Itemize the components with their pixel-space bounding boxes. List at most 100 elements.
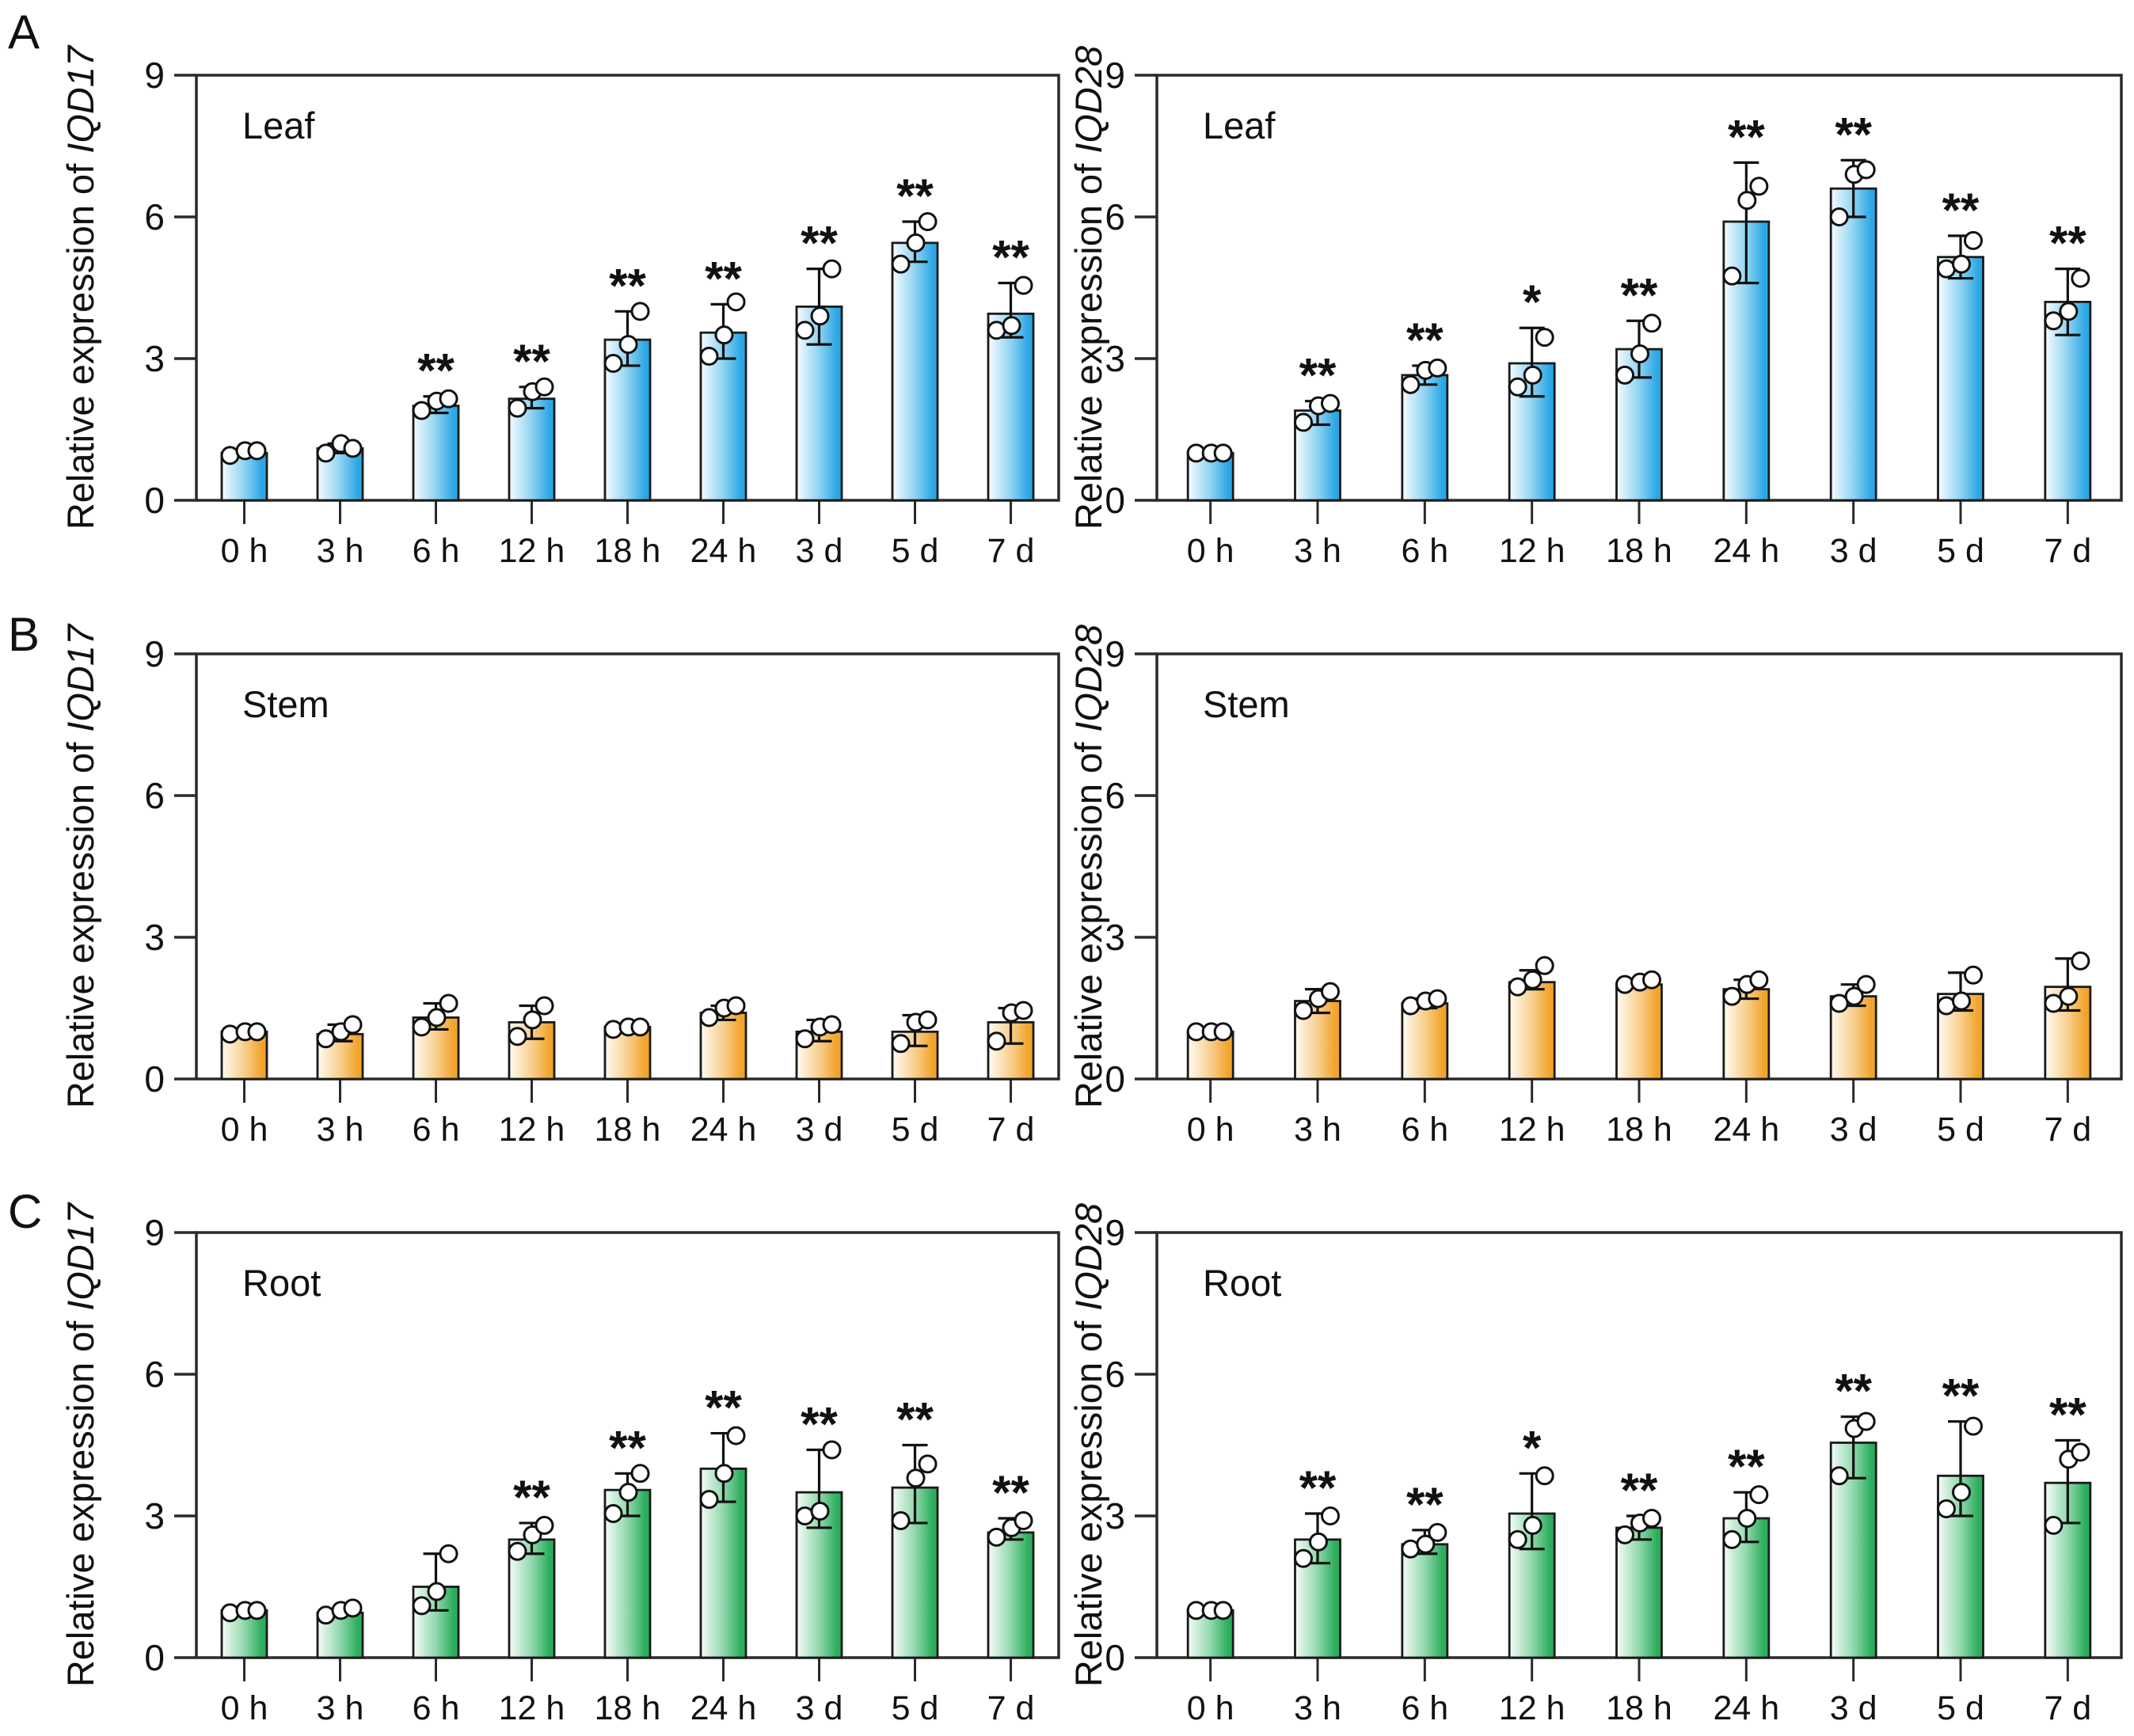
data-point	[1749, 1485, 1769, 1505]
data-point	[630, 1017, 650, 1037]
panel-b-right-cell: 0 3 6 9 Relative expression of IQD28 Stem 0 h 3…	[1067, 579, 2133, 1157]
significance-stars: *	[1523, 275, 1542, 329]
x-tick-label: 7 d	[2044, 1689, 2091, 1727]
y-axis-title: Relative expression of IQD28	[1067, 1203, 1109, 1687]
y-tick-label: 0	[144, 1637, 165, 1678]
significance-stars: **	[1728, 110, 1765, 163]
x-tick-label: 24 h	[1713, 1689, 1779, 1727]
significance-stars: **	[1299, 1461, 1337, 1514]
bar	[1615, 1526, 1663, 1659]
y-axis-title: Relative expression of IQD28	[1067, 625, 1109, 1108]
x-tick-label: 3 h	[317, 532, 364, 570]
x-tick-label: 12 h	[1499, 532, 1565, 570]
significance-stars: **	[2049, 1388, 2086, 1442]
data-point	[2059, 986, 2079, 1006]
panel-c-left-cell: C 0 3 6 9 Relative expression of IQD17 Root 0 …	[0, 1157, 1067, 1736]
significance-stars: **	[1942, 184, 1980, 237]
data-point	[1523, 365, 1542, 385]
x-tick-label: 0 h	[1187, 1689, 1234, 1727]
data-point	[1014, 1510, 1033, 1530]
x-tick-label: 18 h	[595, 532, 661, 570]
data-point	[1749, 970, 1769, 990]
x-tick-label: 24 h	[1713, 1111, 1779, 1149]
y-tick-label: 6	[1105, 196, 1125, 237]
data-point	[987, 1527, 1006, 1547]
x-tick-label: 18 h	[595, 1689, 661, 1727]
data-point	[699, 1490, 719, 1510]
data-point	[726, 996, 746, 1016]
bar	[1508, 981, 1556, 1081]
tissue-label: Leaf	[242, 104, 315, 146]
data-point	[1523, 970, 1542, 990]
panel-c-right-cell: 0 3 6 9 Relative expression of IQD28 Root 0 h 3…	[1067, 1157, 2133, 1736]
data-point	[1428, 358, 1447, 378]
data-point	[891, 254, 911, 274]
x-tick-label: 3 h	[1294, 1689, 1341, 1727]
data-point	[2044, 1515, 2064, 1535]
y-tick-label: 3	[144, 1495, 165, 1537]
y-axis-title: Relative expression of IQD17	[59, 623, 101, 1108]
x-tick-label: 24 h	[690, 1111, 757, 1149]
significance-stars: **	[417, 344, 455, 397]
data-point	[1856, 160, 1876, 180]
x-tick-label: 24 h	[690, 532, 757, 570]
data-point	[918, 1010, 938, 1030]
y-tick-label: 0	[1105, 480, 1125, 521]
significance-stars: **	[513, 1471, 550, 1524]
x-tick-label: 0 h	[1187, 1111, 1234, 1149]
data-point	[2044, 993, 2064, 1013]
data-point	[1321, 982, 1340, 1001]
data-point	[1535, 328, 1554, 348]
y-axis-title: Relative expression of IQD28	[1067, 46, 1109, 530]
bar	[1615, 983, 1663, 1081]
x-tick-label: 6 h	[1401, 532, 1448, 570]
data-point	[1642, 313, 1661, 333]
data-point	[822, 1440, 842, 1460]
data-point	[1428, 989, 1447, 1009]
x-tick-label: 3 d	[796, 532, 843, 570]
significance-stars: **	[992, 1466, 1029, 1519]
y-tick-label: 9	[1105, 55, 1125, 96]
panel-b-left-cell: B 0 3 6 9 Relative expression of IQD17 Stem 0 …	[0, 579, 1067, 1157]
data-point	[1321, 393, 1340, 413]
tissue-label: Stem	[242, 683, 329, 725]
data-point	[822, 1015, 842, 1035]
data-point	[1952, 1483, 1971, 1502]
significance-stars: **	[1835, 1365, 1872, 1418]
data-point	[343, 1598, 363, 1618]
data-point	[1508, 377, 1527, 397]
data-point	[1535, 1466, 1554, 1486]
significance-stars: **	[1728, 1440, 1765, 1493]
panel-a-right-cell: 0 3 6 9 Relative expression of IQD28 Leaf 0 h 3…	[1067, 0, 2133, 579]
data-point	[1508, 977, 1527, 997]
data-point	[1428, 1522, 1447, 1542]
x-tick-label: 0 h	[221, 532, 268, 570]
data-point	[1952, 991, 1971, 1011]
data-point	[508, 1027, 527, 1047]
bar	[987, 1531, 1035, 1659]
x-tick-label: 3 d	[796, 1689, 843, 1727]
x-tick-label: 18 h	[1606, 1689, 1672, 1727]
y-tick-label: 9	[144, 1212, 165, 1253]
data-point	[795, 321, 815, 340]
data-point	[2071, 268, 2090, 288]
significance-stars: **	[609, 259, 646, 312]
y-tick-label: 3	[144, 917, 165, 958]
significance-stars: **	[1942, 1369, 1980, 1423]
data-point	[1722, 986, 1742, 1006]
x-tick-label: 3 h	[1294, 532, 1341, 570]
y-axis-title: Relative expression of IQD17	[59, 1202, 101, 1687]
data-point	[1856, 1411, 1876, 1431]
data-point	[1856, 974, 1876, 994]
bar	[508, 1538, 556, 1659]
y-tick-label: 6	[144, 775, 165, 816]
x-tick-label: 12 h	[499, 1689, 565, 1727]
data-point	[726, 292, 746, 312]
data-point	[630, 1464, 650, 1483]
data-point	[1002, 316, 1021, 336]
data-point	[1642, 1508, 1661, 1528]
significance-stars: **	[896, 169, 934, 222]
data-point	[1309, 1532, 1328, 1552]
